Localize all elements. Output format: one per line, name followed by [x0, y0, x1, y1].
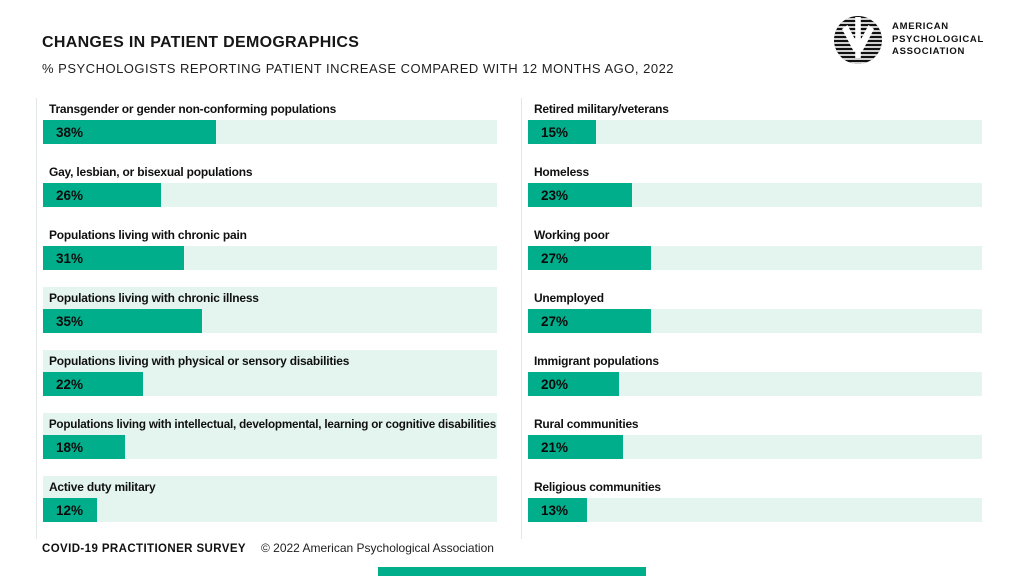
- bar-label: Gay, lesbian, or bisexual populations: [48, 165, 253, 179]
- bar-row: Retired military/veterans 15%: [528, 98, 982, 144]
- bar-label: Populations living with chronic illness: [48, 291, 259, 305]
- bar-fill: 20%: [528, 372, 619, 396]
- copyright-text: © 2022 American Psychological Associatio…: [260, 541, 494, 555]
- bar-value-label: 21%: [541, 439, 569, 455]
- bar-track: 27%: [528, 246, 982, 270]
- bar-track: 26%: [43, 183, 497, 207]
- bar-label: Retired military/veterans: [533, 102, 669, 116]
- page-subtitle: % PSYCHOLOGISTS REPORTING PATIENT INCREA…: [42, 61, 675, 76]
- bar-fill: 26%: [43, 183, 162, 207]
- bar-track: 20%: [528, 372, 982, 396]
- bar-value-label: 35%: [56, 313, 84, 329]
- bar-label: Populations living with intellectual, de…: [48, 417, 497, 431]
- survey-title: COVID-19 PRACTITIONER SURVEY: [42, 543, 246, 555]
- bar-row: Transgender or gender non-conforming pop…: [43, 98, 497, 144]
- bar-track: 31%: [43, 246, 497, 270]
- bar-row: Populations living with chronic illness 3…: [43, 287, 497, 333]
- apa-logo-line2: PSYCHOLOGICAL: [892, 33, 984, 45]
- bar-label: Unemployed: [533, 291, 604, 305]
- bar-label: Populations living with physical or sens…: [48, 354, 350, 368]
- bar-track: 22%: [43, 372, 497, 396]
- bar-value-label: 27%: [541, 313, 569, 329]
- bar-track: 23%: [528, 183, 982, 207]
- bar-fill: 31%: [43, 246, 184, 270]
- apa-logo-line3: ASSOCIATION: [892, 46, 966, 58]
- bar-fill: 27%: [528, 246, 651, 270]
- bar-fill: 23%: [528, 183, 633, 207]
- bar-fill: 38%: [43, 120, 216, 144]
- bar-fill: 15%: [528, 120, 597, 144]
- bar-label: Transgender or gender non-conforming pop…: [48, 102, 337, 116]
- bar-label: Homeless: [533, 165, 589, 179]
- bar-row: Populations living with intellectual, de…: [43, 413, 497, 459]
- bar-track: 27%: [528, 309, 982, 333]
- bar-row: Rural communities 21%: [528, 413, 982, 459]
- bar-track: 21%: [528, 435, 982, 459]
- bar-fill: 22%: [43, 372, 143, 396]
- bar-column-right: Retired military/veterans 15% Homeless 23% W…: [521, 98, 982, 539]
- bar-fill: 21%: [528, 435, 624, 459]
- bar-track: 13%: [528, 498, 982, 522]
- bar-value-label: 13%: [541, 502, 569, 518]
- bar-value-label: 27%: [541, 250, 569, 266]
- bar-row: Working poor 27%: [528, 224, 982, 270]
- bar-value-label: 23%: [541, 187, 569, 203]
- apa-logo-line1: AMERICAN: [892, 21, 949, 33]
- bar-label: Immigrant populations: [533, 354, 659, 368]
- bar-track: 15%: [528, 120, 982, 144]
- bar-label: Religious communities: [533, 480, 661, 494]
- bar-value-label: 18%: [56, 439, 84, 455]
- chart-header: CHANGES IN PATIENT DEMOGRAPHICS % PSYCHO…: [42, 34, 674, 76]
- bar-fill: 13%: [528, 498, 588, 522]
- bar-value-label: 12%: [56, 502, 84, 518]
- bar-label: Rural communities: [533, 417, 639, 431]
- apa-logo-text: AMERICAN PSYCHOLOGICAL ASSOCIATION: [892, 21, 984, 58]
- bar-value-label: 20%: [541, 376, 569, 392]
- bar-row: Unemployed 27%: [528, 287, 982, 333]
- bar-value-label: 15%: [541, 124, 569, 140]
- chart-footer: COVID-19 PRACTITIONER SURVEY © 2022 Amer…: [42, 541, 494, 555]
- bar-fill: 27%: [528, 309, 651, 333]
- bar-row: Populations living with chronic pain 31%: [43, 224, 497, 270]
- bar-label: Active duty military: [48, 480, 156, 494]
- bar-fill: 12%: [43, 498, 98, 522]
- bar-column-left: Transgender or gender non-conforming pop…: [36, 98, 497, 539]
- bar-value-label: 38%: [56, 124, 84, 140]
- bar-track: 12%: [43, 498, 497, 522]
- bar-row: Active duty military 12%: [43, 476, 497, 522]
- bar-row: Homeless 23%: [528, 161, 982, 207]
- bar-value-label: 22%: [56, 376, 84, 392]
- bar-row: Gay, lesbian, or bisexual populations 26%: [43, 161, 497, 207]
- apa-psi-circle-icon: [834, 16, 883, 64]
- bar-track: 38%: [43, 120, 497, 144]
- bottom-accent-bar: [378, 567, 646, 576]
- bar-label: Populations living with chronic pain: [48, 228, 247, 242]
- bar-track: 18%: [43, 435, 497, 459]
- bar-label: Working poor: [533, 228, 610, 242]
- bar-value-label: 26%: [56, 187, 84, 203]
- bar-row: Religious communities 13%: [528, 476, 982, 522]
- bar-value-label: 31%: [56, 250, 84, 266]
- bar-row: Immigrant populations 20%: [528, 350, 982, 396]
- bar-row: Populations living with physical or sens…: [43, 350, 497, 396]
- apa-logo: AMERICAN PSYCHOLOGICAL ASSOCIATION: [833, 15, 984, 65]
- bar-fill: 18%: [43, 435, 125, 459]
- bar-fill: 35%: [43, 309, 202, 333]
- bar-track: 35%: [43, 309, 497, 333]
- page-title: CHANGES IN PATIENT DEMOGRAPHICS: [42, 34, 360, 51]
